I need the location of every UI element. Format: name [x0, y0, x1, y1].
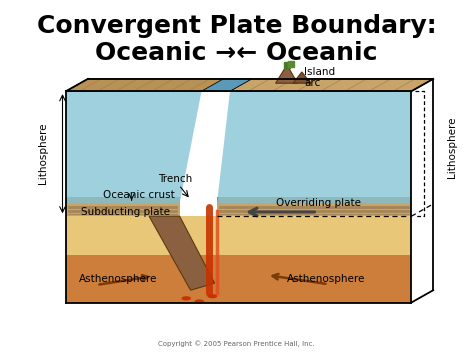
Polygon shape [66, 216, 412, 255]
Text: Convergent Plate Boundary:: Convergent Plate Boundary: [37, 14, 436, 38]
Ellipse shape [194, 299, 204, 304]
Polygon shape [149, 216, 215, 290]
Text: Subducting plate: Subducting plate [81, 207, 170, 217]
Text: Asthenosphere: Asthenosphere [79, 274, 158, 284]
Text: Lithosphere: Lithosphere [38, 123, 48, 185]
Polygon shape [217, 203, 412, 216]
Text: Asthenosphere: Asthenosphere [287, 274, 365, 284]
Polygon shape [217, 197, 412, 203]
Polygon shape [66, 91, 201, 203]
Text: Copyright © 2005 Pearson Prentice Hall, Inc.: Copyright © 2005 Pearson Prentice Hall, … [158, 340, 315, 346]
Text: Lithosphere: Lithosphere [447, 117, 456, 178]
Text: Oceanic crust: Oceanic crust [103, 191, 175, 201]
Ellipse shape [208, 294, 217, 298]
Polygon shape [66, 79, 223, 91]
Polygon shape [66, 79, 223, 91]
Polygon shape [217, 91, 412, 203]
Text: Trench: Trench [158, 174, 193, 184]
Text: Overriding plate: Overriding plate [276, 198, 361, 208]
Ellipse shape [182, 296, 191, 300]
Polygon shape [276, 65, 298, 83]
Polygon shape [66, 255, 412, 302]
Polygon shape [66, 197, 180, 203]
Polygon shape [201, 79, 252, 91]
Text: Island
arc: Island arc [304, 67, 335, 88]
Polygon shape [230, 79, 433, 91]
Text: Oceanic →← Oceanic: Oceanic →← Oceanic [95, 41, 378, 65]
Polygon shape [66, 203, 180, 216]
Polygon shape [66, 79, 433, 91]
Polygon shape [293, 72, 311, 83]
